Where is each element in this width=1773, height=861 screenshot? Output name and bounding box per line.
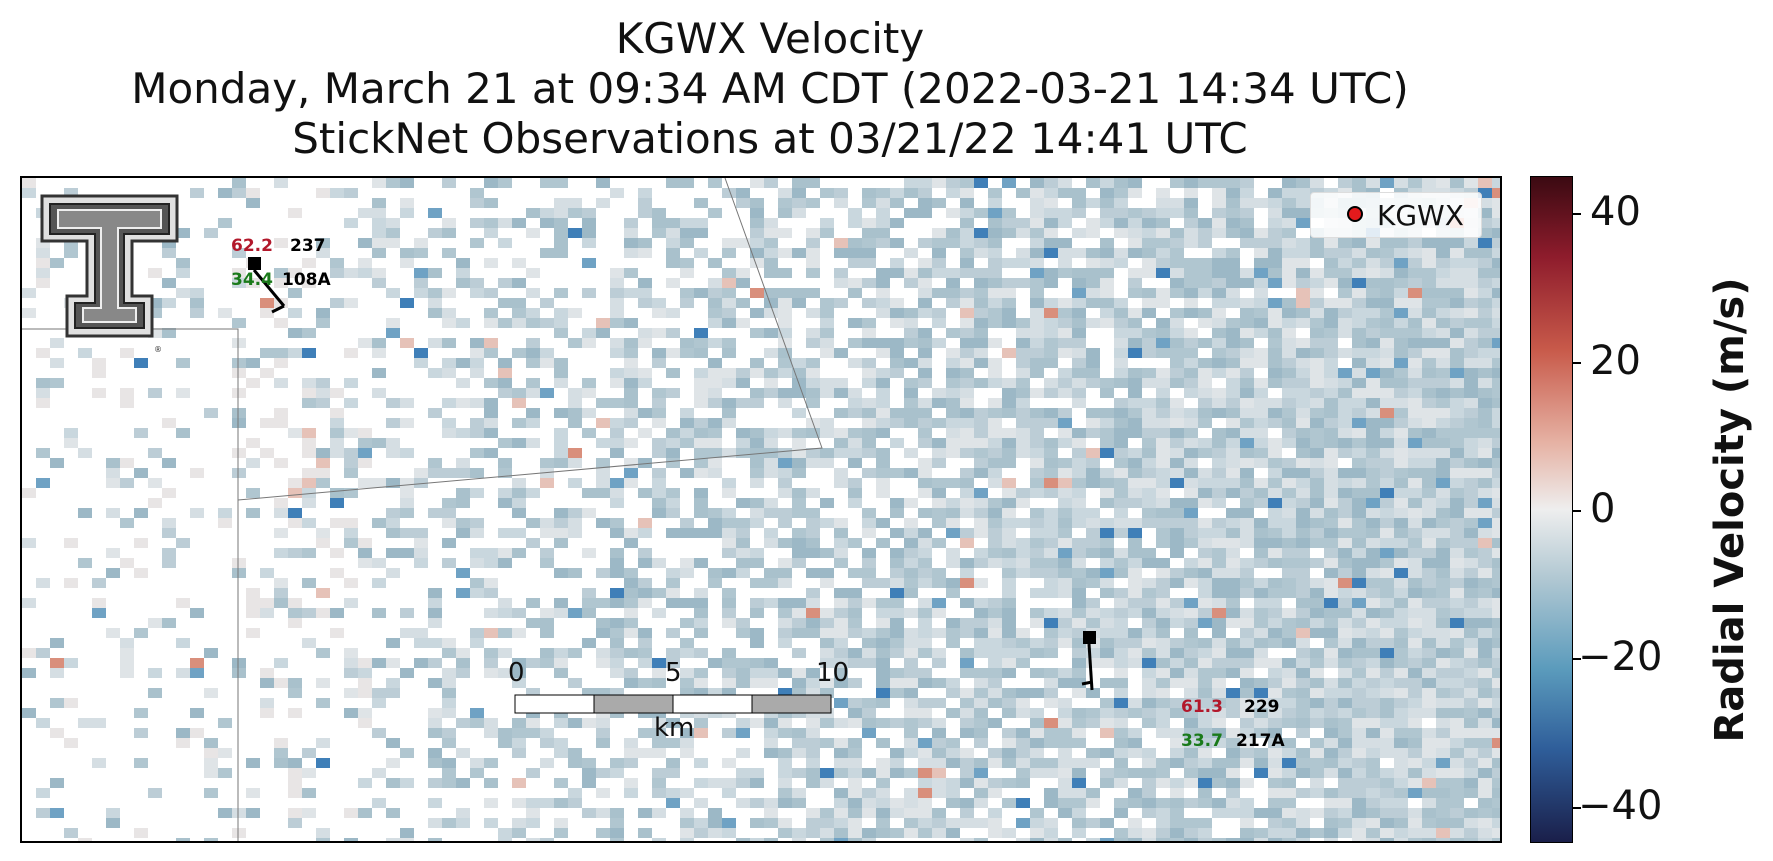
colorbar [1530, 176, 1573, 843]
scale-tick-label: 10 [816, 658, 850, 688]
scale-unit-label: km [654, 713, 695, 743]
station-108A-temperature: 62.2 [231, 236, 273, 256]
chart-subtitle-datetime: Monday, March 21 at 09:34 AM CDT (2022-0… [131, 64, 1409, 113]
station-217A-temperature: 61.3 [1181, 697, 1223, 717]
station-217A-id: 217A [1236, 731, 1285, 751]
colorbar-tick [1573, 362, 1581, 364]
colorbar-tick [1573, 807, 1581, 809]
station-108A-barb [248, 257, 286, 314]
radar-velocity-field: ® [22, 178, 1500, 841]
station-108A-id: 108A [282, 270, 331, 290]
colorbar-tick-label: 40 [1590, 189, 1641, 235]
station-217A-dewpoint: 33.7 [1181, 731, 1223, 751]
colorbar-tick-label: −20 [1578, 634, 1663, 680]
colorbar-tick [1573, 213, 1581, 215]
colorbar-tick [1573, 510, 1581, 512]
station-217A-direction: 229 [1244, 697, 1280, 717]
scale-tick-label: 5 [665, 658, 682, 688]
scale-tick-label: 0 [508, 658, 525, 688]
map-legend: KGWX [1310, 192, 1482, 238]
station-108A-dewpoint: 34.4 [231, 270, 273, 290]
colorbar-tick-label: −40 [1578, 783, 1663, 829]
station-217A-barb [1081, 631, 1096, 691]
colorbar-title: Radial Velocity (m/s) [1707, 277, 1753, 743]
colorbar-tick-label: 0 [1590, 486, 1616, 532]
legend-label: KGWX [1377, 199, 1464, 232]
chart-title: KGWX Velocity [615, 14, 925, 63]
county-boundary [237, 178, 823, 501]
svg-text:®: ® [154, 345, 162, 354]
colorbar-tick [1573, 658, 1581, 660]
radar-map[interactable]: ® KGWX 62.2 237 34.4 108A 61.3 229 33.7 … [20, 176, 1502, 843]
radar-site-marker-icon [1347, 206, 1363, 222]
texas-tech-double-t-logo: ® [40, 194, 179, 354]
colorbar-tick-label: 20 [1590, 338, 1641, 384]
chart-subtitle-observations: StickNet Observations at 03/21/22 14:41 … [292, 114, 1248, 163]
scale-bar [514, 694, 832, 714]
station-108A-direction: 237 [290, 236, 326, 256]
